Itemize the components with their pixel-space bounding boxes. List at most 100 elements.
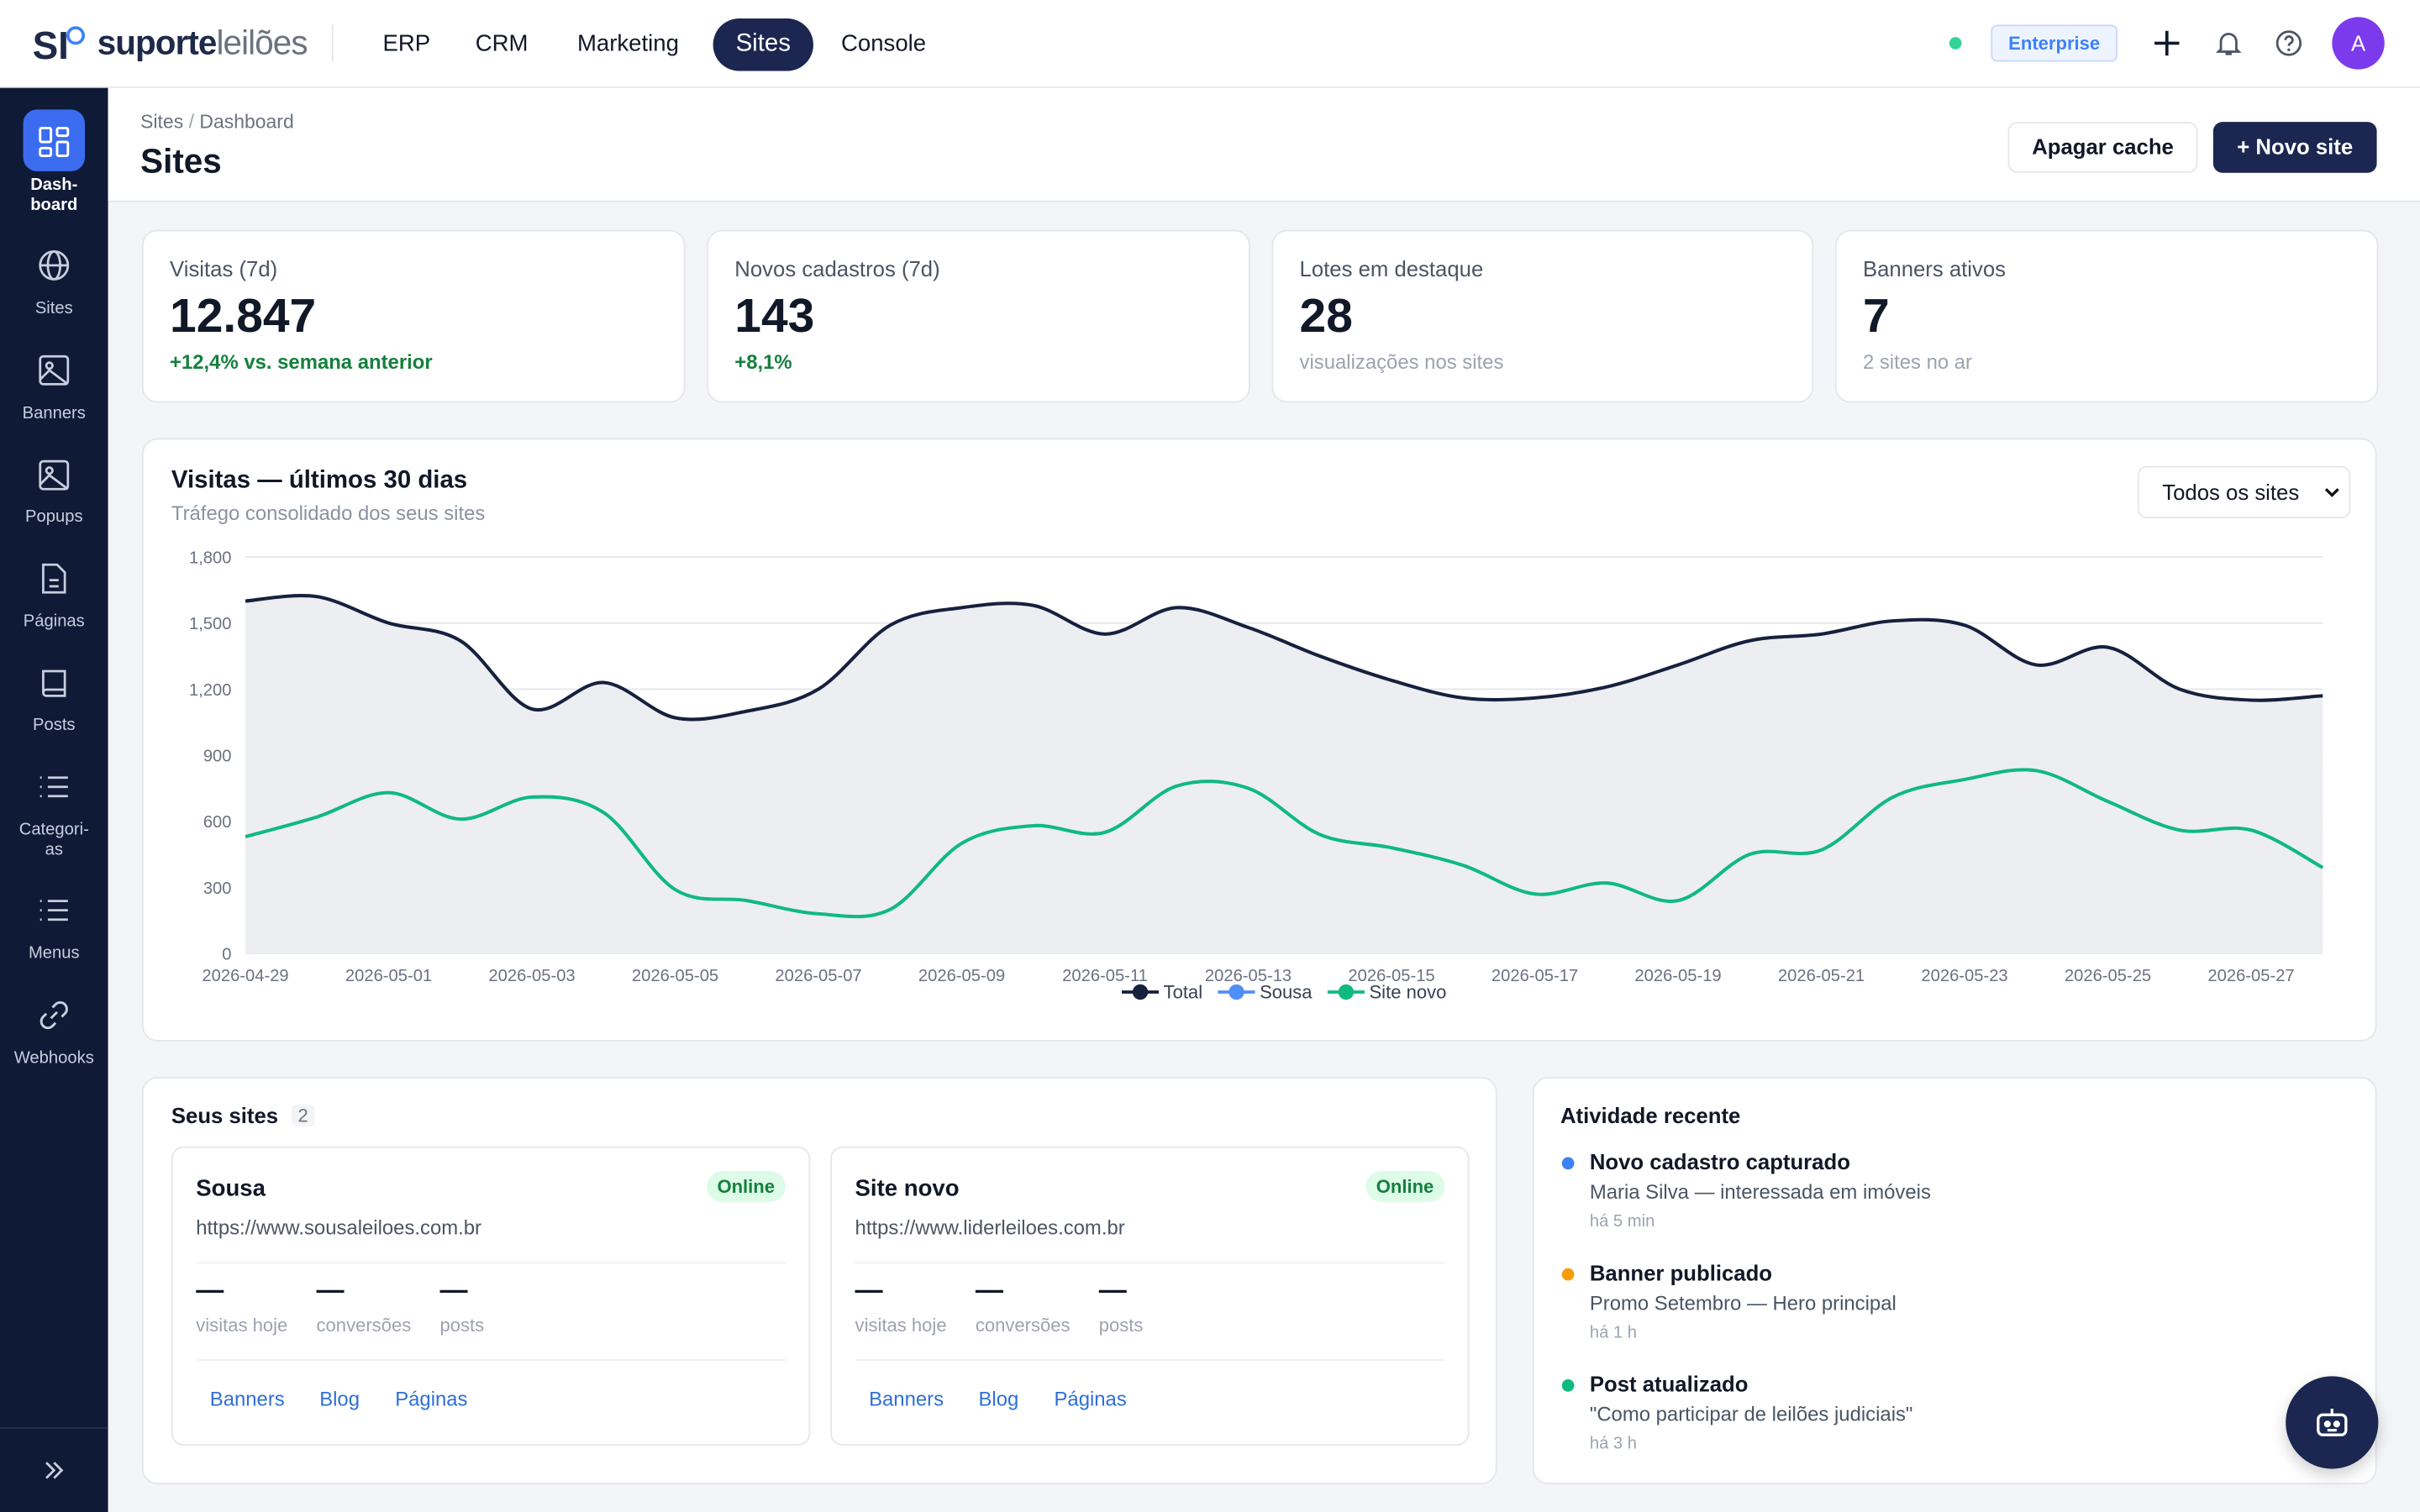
activity-panel: Atividade recente Novo cadastro capturad… <box>1532 1077 2377 1484</box>
metric-label: posts <box>439 1314 485 1336</box>
series-line <box>245 594 2323 722</box>
breadcrumb: Sites / Dashboard <box>140 111 294 133</box>
site-link[interactable]: Páginas <box>395 1387 468 1410</box>
activity-title: Banner publicado <box>1589 1260 1773 1286</box>
x-tick-label: 2026-05-07 <box>775 967 861 985</box>
breadcrumb-item[interactable]: Sites <box>140 111 184 133</box>
x-tick-label: 2026-05-23 <box>1921 967 2007 985</box>
sites-title: Seus sites <box>171 1103 279 1128</box>
chart-title: Visitas — últimos 30 dias <box>171 467 468 494</box>
x-tick-label: 2026-05-13 <box>1205 967 1292 985</box>
site-card: Site novo Online https://www.liderleiloes.… <box>830 1146 1470 1446</box>
stat-label: Visitas (7d) <box>170 255 278 281</box>
nav-item[interactable]: CRM <box>475 30 529 57</box>
x-tick-label: 2026-05-01 <box>345 967 432 985</box>
icon-dashboard <box>39 126 70 157</box>
breadcrumb-item: Dashboard <box>199 111 294 133</box>
metric-value: — <box>439 1274 468 1305</box>
y-tick-label: 1,200 <box>189 681 232 700</box>
site-select[interactable]: Todos os sites <box>2137 465 2351 519</box>
x-tick-label: 2026-05-21 <box>1778 967 1865 985</box>
icon-popups <box>39 459 70 491</box>
activity-dot <box>1561 1379 1575 1392</box>
y-tick-label: 300 <box>203 879 232 898</box>
notifications[interactable] <box>2213 28 2244 59</box>
status-dot <box>1949 37 1962 50</box>
page-title: Sites <box>140 141 222 181</box>
stat-value: 28 <box>1299 288 1353 343</box>
nav-posts[interactable]: Posts <box>33 716 76 735</box>
legend-label: Site novo <box>1369 981 1446 1002</box>
divider <box>855 1262 1445 1264</box>
stat-note: +8,1% <box>734 349 792 374</box>
site-name: Site novo <box>855 1175 960 1202</box>
x-tick-label: 2026-04-29 <box>202 967 288 985</box>
nav-categories[interactable]: Categori- as <box>18 821 89 860</box>
site-link[interactable]: Banners <box>869 1387 944 1410</box>
divider <box>196 1359 786 1362</box>
metric-value: — <box>1098 1274 1127 1305</box>
site-status: Online <box>706 1171 786 1202</box>
nav-item[interactable]: Console <box>841 30 927 57</box>
metric-value: — <box>975 1274 1003 1305</box>
brand-a: suporte <box>97 23 218 62</box>
activity-dot <box>1561 1268 1575 1281</box>
legend-marker <box>1132 984 1149 1000</box>
stat-card: Novos cadastros (7d) 143 +8,1% <box>707 229 1250 403</box>
nav-sites[interactable]: Sites <box>34 299 73 318</box>
metric-value: — <box>855 1274 883 1305</box>
nav-item[interactable]: ERP <box>382 30 431 57</box>
site-status: Online <box>1365 1171 1445 1202</box>
y-tick-label: 0 <box>222 945 231 963</box>
help[interactable] <box>2274 28 2305 59</box>
site-name: Sousa <box>196 1175 266 1202</box>
brand-b: leilões <box>216 23 308 62</box>
y-tick-label: 1,800 <box>189 549 232 567</box>
x-tick-label: 2026-05-03 <box>488 967 575 985</box>
divider <box>196 1262 786 1264</box>
chart-panel: Visitas — últimos 30 dias Tráfego consol… <box>141 438 2377 1042</box>
metric-label: conversões <box>316 1314 412 1336</box>
site-card: Sousa Online https://www.sousaleiloes.com.… <box>171 1146 811 1446</box>
collapse[interactable] <box>43 1460 65 1482</box>
site-link[interactable]: Blog <box>978 1387 1019 1410</box>
avatar[interactable]: A <box>2332 17 2385 70</box>
chart-subtitle: Tráfego consolidado dos seus sites <box>171 501 486 525</box>
y-tick-label: 1,500 <box>189 615 232 633</box>
assistant-button[interactable] <box>2286 1376 2379 1469</box>
icon-categories <box>39 776 68 798</box>
plan-badge: Enterprise <box>1991 24 2118 62</box>
nav-webhooks[interactable]: Webhooks <box>13 1048 94 1068</box>
stat-note: 2 sites no ar <box>1862 349 1973 374</box>
site-link[interactable]: Banners <box>209 1387 285 1410</box>
add-button[interactable] <box>2151 28 2182 59</box>
site-link[interactable]: Blog <box>319 1387 360 1410</box>
icon-sites <box>39 250 70 281</box>
legend-item: Sousa <box>1218 981 1313 1002</box>
activity-title: Post atualizado <box>1589 1371 1749 1397</box>
area <box>245 596 2323 954</box>
sidebar: Dash- board Sites Banners Popups Páginas… <box>0 87 108 1512</box>
stat-label: Banners ativos <box>1862 255 2007 281</box>
site-url: https://www.liderleiloes.com.br <box>855 1215 1125 1239</box>
svg-text:SI: SI <box>33 24 69 65</box>
new-site-button[interactable]: + Novo site <box>2212 122 2377 173</box>
stat-card: Visitas (7d) 12.847 +12,4% vs. semana ante… <box>141 229 686 403</box>
stat-card: Lotes em destaque 28 visualizações nos sit… <box>1271 229 1814 403</box>
sites-count: 2 <box>292 1105 315 1126</box>
icon-banners <box>39 354 70 386</box>
nav-popups[interactable]: Popups <box>25 507 83 527</box>
nav-item[interactable]: Marketing <box>576 30 679 57</box>
nav-banners[interactable]: Banners <box>22 404 86 423</box>
clear-cache-button[interactable]: Apagar cache <box>2007 122 2198 173</box>
nav-pages[interactable]: Páginas <box>23 612 85 632</box>
brand: suporteleilões <box>97 24 308 64</box>
activity-title: Atividade recente <box>1560 1103 1741 1128</box>
divider <box>855 1359 1445 1362</box>
site-link[interactable]: Páginas <box>1054 1387 1127 1410</box>
nav-menus[interactable]: Menus <box>28 944 80 963</box>
metric-label: visitas hoje <box>196 1314 288 1336</box>
nav-item-active[interactable]: Sites <box>713 18 813 71</box>
nav-dashboard[interactable]: Dash- board <box>30 176 78 215</box>
